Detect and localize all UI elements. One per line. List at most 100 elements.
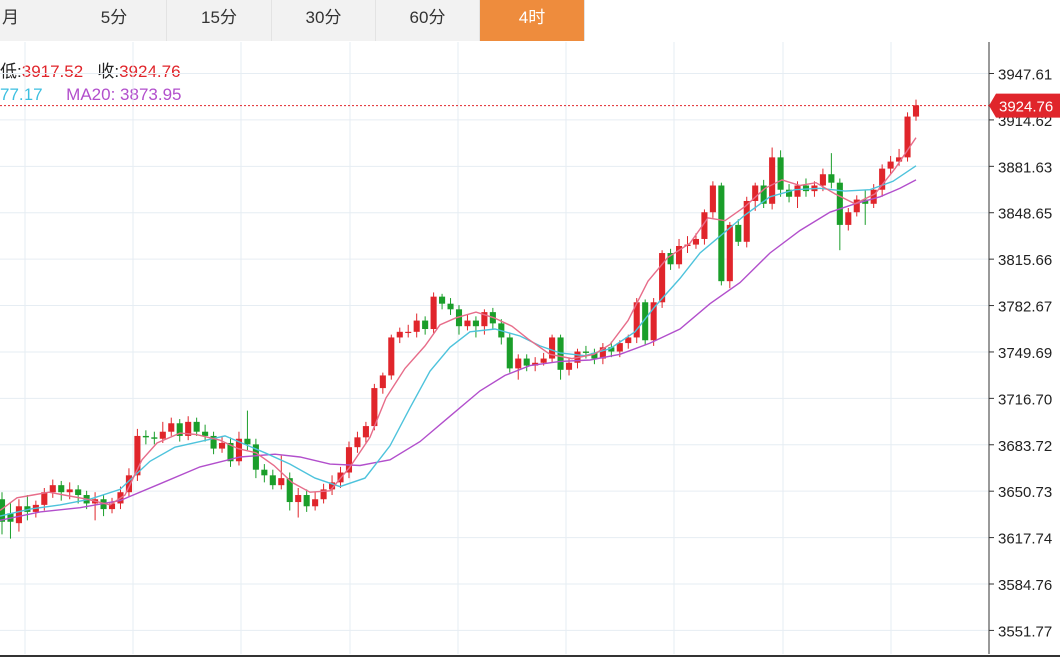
candle-body	[0, 499, 6, 522]
candle-body	[464, 320, 471, 327]
candle-body	[49, 485, 56, 493]
y-tick-label: 3815.66	[998, 252, 1052, 269]
candle-body	[692, 238, 700, 245]
candle-body	[549, 337, 556, 359]
candle-body	[108, 503, 116, 510]
candle-body	[853, 199, 860, 213]
candle-body	[709, 185, 716, 213]
ohlc-info: 低:3917.52 收:3924.76	[0, 57, 181, 82]
low-value: 3917.52	[21, 62, 84, 81]
candle-body	[896, 157, 903, 162]
candle-body	[633, 302, 640, 338]
candle-body	[329, 482, 336, 490]
candle-body	[159, 431, 166, 439]
ma10-value: 77.17	[0, 85, 43, 104]
candle-body	[836, 182, 843, 225]
last-price-tag	[989, 93, 1060, 118]
candle-body	[388, 337, 395, 376]
candle-body	[879, 168, 886, 190]
close-value: 3924.76	[119, 62, 181, 81]
candle-body	[904, 116, 911, 158]
candle-body	[845, 212, 852, 225]
candle-body	[862, 199, 869, 204]
candle-body	[75, 489, 82, 496]
candle-body	[718, 185, 725, 282]
candle-body	[244, 438, 251, 445]
tab-15min[interactable]: 15分	[167, 0, 272, 41]
candle-body	[354, 437, 361, 448]
candle-body	[295, 495, 302, 503]
ma20-line	[0, 179, 917, 521]
y-tick-label: 3716.70	[998, 391, 1052, 408]
tab-4hour[interactable]: 4时	[480, 0, 585, 41]
ma20-label: MA20:	[66, 85, 116, 104]
candle-body	[726, 224, 733, 282]
last-price-label: 3924.76	[999, 99, 1053, 116]
candle-body	[422, 320, 429, 330]
candle-body	[540, 358, 547, 363]
timeframe-tabs: 月 5分 15分 30分 60分 4时	[0, 0, 1060, 42]
candle-body	[286, 478, 293, 503]
candle-body	[616, 343, 623, 352]
candle-body	[362, 426, 369, 438]
candle-body	[227, 442, 234, 462]
candle-body	[312, 499, 319, 507]
candle-body	[599, 347, 606, 359]
y-tick-label: 3947.61	[998, 67, 1052, 84]
y-tick-label: 3782.67	[998, 299, 1052, 316]
candle-body	[142, 435, 149, 438]
candle-body	[794, 185, 801, 197]
candle-body	[15, 506, 22, 524]
candle-body	[168, 423, 175, 432]
candle-body	[650, 302, 657, 341]
candle-body	[235, 438, 243, 462]
candle-body	[802, 185, 810, 192]
candle-body	[320, 489, 327, 500]
candle-body	[455, 309, 463, 327]
candle-body	[523, 358, 530, 366]
candle-body	[447, 303, 454, 310]
tab-60min[interactable]: 60分	[376, 0, 480, 41]
y-tick-label: 3617.74	[998, 531, 1052, 548]
ma-info: 77.17 MA20: 3873.95	[0, 85, 182, 105]
candle-body	[396, 331, 403, 338]
candle-body	[701, 212, 708, 239]
candle-body	[565, 362, 573, 370]
tab-5min[interactable]: 5分	[62, 0, 167, 41]
tab-month[interactable]: 月	[0, 0, 63, 41]
candle-body	[769, 157, 776, 204]
tab-30min[interactable]: 30分	[272, 0, 376, 41]
candle-body	[743, 200, 750, 242]
close-label: 收:	[97, 62, 120, 81]
candle-body	[193, 421, 200, 432]
candle-body	[58, 485, 65, 493]
candle-body	[777, 157, 784, 190]
candle-body	[760, 185, 767, 204]
candle-body	[912, 105, 920, 117]
candle-body	[261, 469, 268, 476]
candle-body	[185, 421, 192, 436]
y-tick-label: 3881.63	[998, 159, 1052, 176]
candle-body	[134, 435, 141, 476]
candle-body	[125, 475, 132, 493]
candle-body	[819, 174, 826, 186]
y-tick-label: 3749.69	[998, 345, 1052, 362]
candle-body	[608, 347, 615, 352]
ma20-value: 3873.95	[120, 85, 182, 104]
candle-body	[405, 331, 412, 334]
candle-body	[202, 431, 209, 436]
candle-body	[642, 302, 649, 341]
candle-body	[278, 478, 285, 486]
ma5-line	[0, 137, 917, 512]
candle-body	[218, 442, 226, 449]
candle-body	[269, 475, 276, 486]
candle-body	[345, 447, 353, 473]
candle-body	[66, 489, 73, 493]
candle-body	[659, 253, 666, 303]
candle-body	[371, 388, 378, 427]
candle-body	[675, 246, 683, 265]
candle-body	[151, 437, 158, 439]
candle-body	[430, 296, 437, 330]
low-label: 低:	[0, 62, 22, 81]
